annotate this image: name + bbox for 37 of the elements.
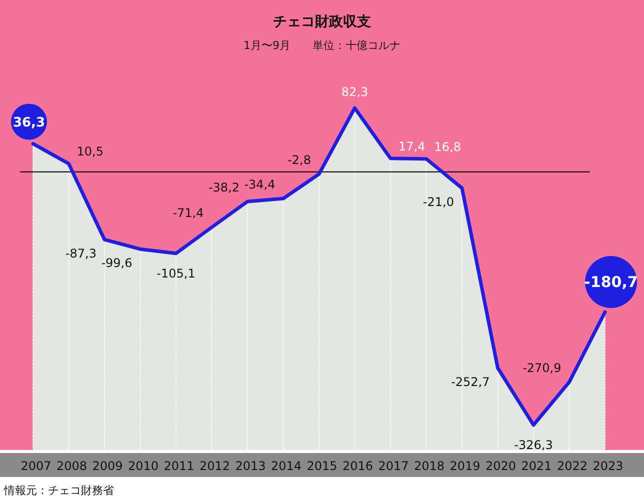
data-label: 17,4 <box>398 139 426 154</box>
data-label: -105,1 <box>156 266 196 280</box>
x-tick-label: 2021 <box>521 459 552 473</box>
chart-title: チェコ財政収支 <box>273 14 371 30</box>
chart-subtitle: 1月〜9月 単位：十億コルナ <box>244 39 400 52</box>
x-tick-label: 2020 <box>485 459 516 473</box>
data-label: -99,6 <box>101 256 132 270</box>
x-tick-label: 2011 <box>164 459 194 473</box>
x-tick-label: 2018 <box>414 459 445 473</box>
data-label: -21,0 <box>422 195 454 210</box>
x-tick-label: 2007 <box>20 459 52 473</box>
x-tick-label: 2023 <box>592 459 624 473</box>
x-tick-label: 2008 <box>56 459 88 473</box>
text: 情報元：チェコ財務省 <box>3 484 114 497</box>
x-tick-label: 2014 <box>270 459 302 473</box>
data-label: -87,3 <box>65 246 96 261</box>
data-label: -180,7 <box>584 273 638 292</box>
data-label: -38,2 <box>208 180 240 194</box>
x-tick-label: 2022 <box>556 459 588 473</box>
x-tick-label: 2016 <box>342 459 374 473</box>
x-tick-label: 2019 <box>450 459 480 473</box>
x-tick-label: 2013 <box>235 459 266 473</box>
x-tick-label: 2009 <box>92 459 123 473</box>
x-tick-label: 2017 <box>378 459 409 473</box>
x-tick-label: 2012 <box>199 459 230 473</box>
x-tick-label: 2015 <box>306 459 338 473</box>
data-label: 16,8 <box>434 140 461 154</box>
data-label: 36,3 <box>12 116 46 131</box>
data-label: -2,8 <box>288 153 311 168</box>
data-label: 82,3 <box>341 85 368 99</box>
data-label: 10,5 <box>76 144 104 159</box>
data-label: -270,9 <box>522 361 562 376</box>
x-tick-label: 2010 <box>128 459 159 473</box>
data-label: -71,4 <box>172 206 204 220</box>
data-label: -252,7 <box>451 374 490 389</box>
data-label: -326,3 <box>514 438 553 452</box>
data-label: -34,4 <box>244 178 276 192</box>
